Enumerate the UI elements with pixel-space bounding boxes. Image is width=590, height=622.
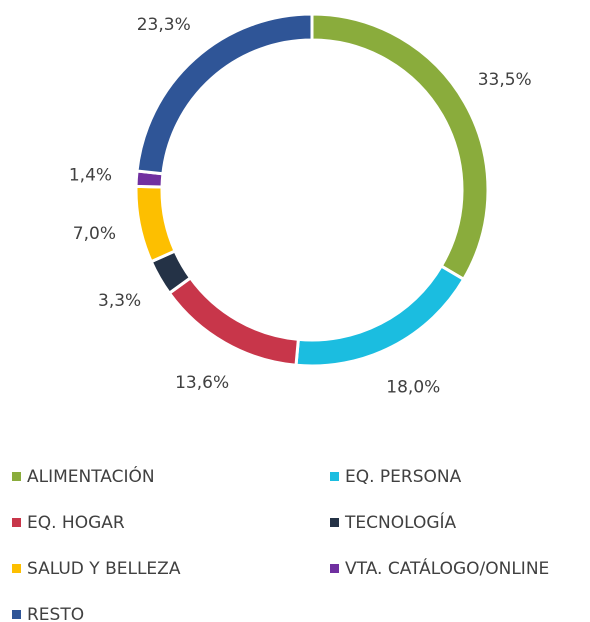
donut-segment bbox=[135, 12, 314, 176]
legend-label: ALIMENTACIÓN bbox=[27, 465, 155, 487]
data-label: 7,0% bbox=[73, 224, 116, 244]
data-label: 3,3% bbox=[98, 291, 141, 311]
data-label: 23,3% bbox=[137, 15, 191, 35]
legend-label: TECNOLOGÍA bbox=[344, 511, 457, 533]
legend-label: SALUD Y BELLEZA bbox=[27, 559, 181, 579]
donut-segment bbox=[134, 184, 177, 264]
donut-segment bbox=[294, 264, 466, 368]
data-label: 33,5% bbox=[478, 70, 532, 90]
data-label: 13,6% bbox=[175, 373, 229, 393]
data-label: 1,4% bbox=[69, 166, 112, 186]
data-label: 18,0% bbox=[386, 378, 440, 398]
legend-swatch bbox=[330, 564, 339, 573]
legend-label: EQ. PERSONA bbox=[345, 467, 462, 487]
legend-swatch bbox=[12, 610, 21, 619]
legend-swatch bbox=[12, 472, 21, 481]
donut-segment bbox=[310, 12, 490, 282]
legend-swatch bbox=[12, 518, 21, 527]
legend-label: RESTO bbox=[27, 605, 84, 622]
legend-swatch bbox=[330, 518, 339, 527]
donut-segment bbox=[167, 275, 300, 367]
legend-label: VTA. CATÁLOGO/ONLINE bbox=[345, 557, 549, 579]
legend-swatch bbox=[330, 472, 339, 481]
legend-label: EQ. HOGAR bbox=[27, 513, 125, 533]
legend-swatch bbox=[12, 564, 21, 573]
